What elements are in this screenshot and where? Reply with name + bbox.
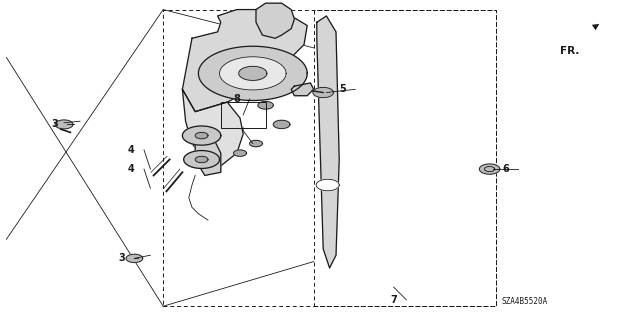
Text: 7: 7	[390, 295, 397, 305]
Text: 4: 4	[128, 145, 134, 155]
Polygon shape	[273, 120, 290, 129]
Text: 5: 5	[339, 84, 346, 94]
Text: 8: 8	[234, 94, 240, 104]
Polygon shape	[317, 16, 339, 268]
Polygon shape	[313, 87, 333, 98]
Polygon shape	[250, 140, 262, 147]
Text: 4: 4	[128, 164, 134, 174]
Text: 3: 3	[118, 253, 125, 263]
Polygon shape	[234, 150, 246, 156]
Polygon shape	[55, 120, 73, 129]
Polygon shape	[479, 164, 500, 174]
Text: 3: 3	[51, 119, 58, 130]
Polygon shape	[195, 134, 221, 175]
Polygon shape	[182, 89, 243, 166]
Polygon shape	[291, 83, 314, 96]
Bar	[221, 102, 266, 128]
Polygon shape	[195, 156, 208, 163]
Text: 6: 6	[502, 164, 509, 174]
Polygon shape	[256, 3, 294, 38]
Polygon shape	[182, 10, 307, 112]
Polygon shape	[220, 57, 286, 90]
Polygon shape	[126, 254, 143, 263]
Polygon shape	[316, 179, 339, 191]
Text: SZA4B5520A: SZA4B5520A	[502, 297, 548, 306]
Polygon shape	[198, 46, 307, 100]
Polygon shape	[184, 151, 220, 168]
Polygon shape	[182, 126, 221, 145]
Polygon shape	[195, 132, 208, 139]
Polygon shape	[239, 66, 267, 80]
Polygon shape	[258, 101, 273, 109]
Text: FR.: FR.	[560, 46, 579, 56]
